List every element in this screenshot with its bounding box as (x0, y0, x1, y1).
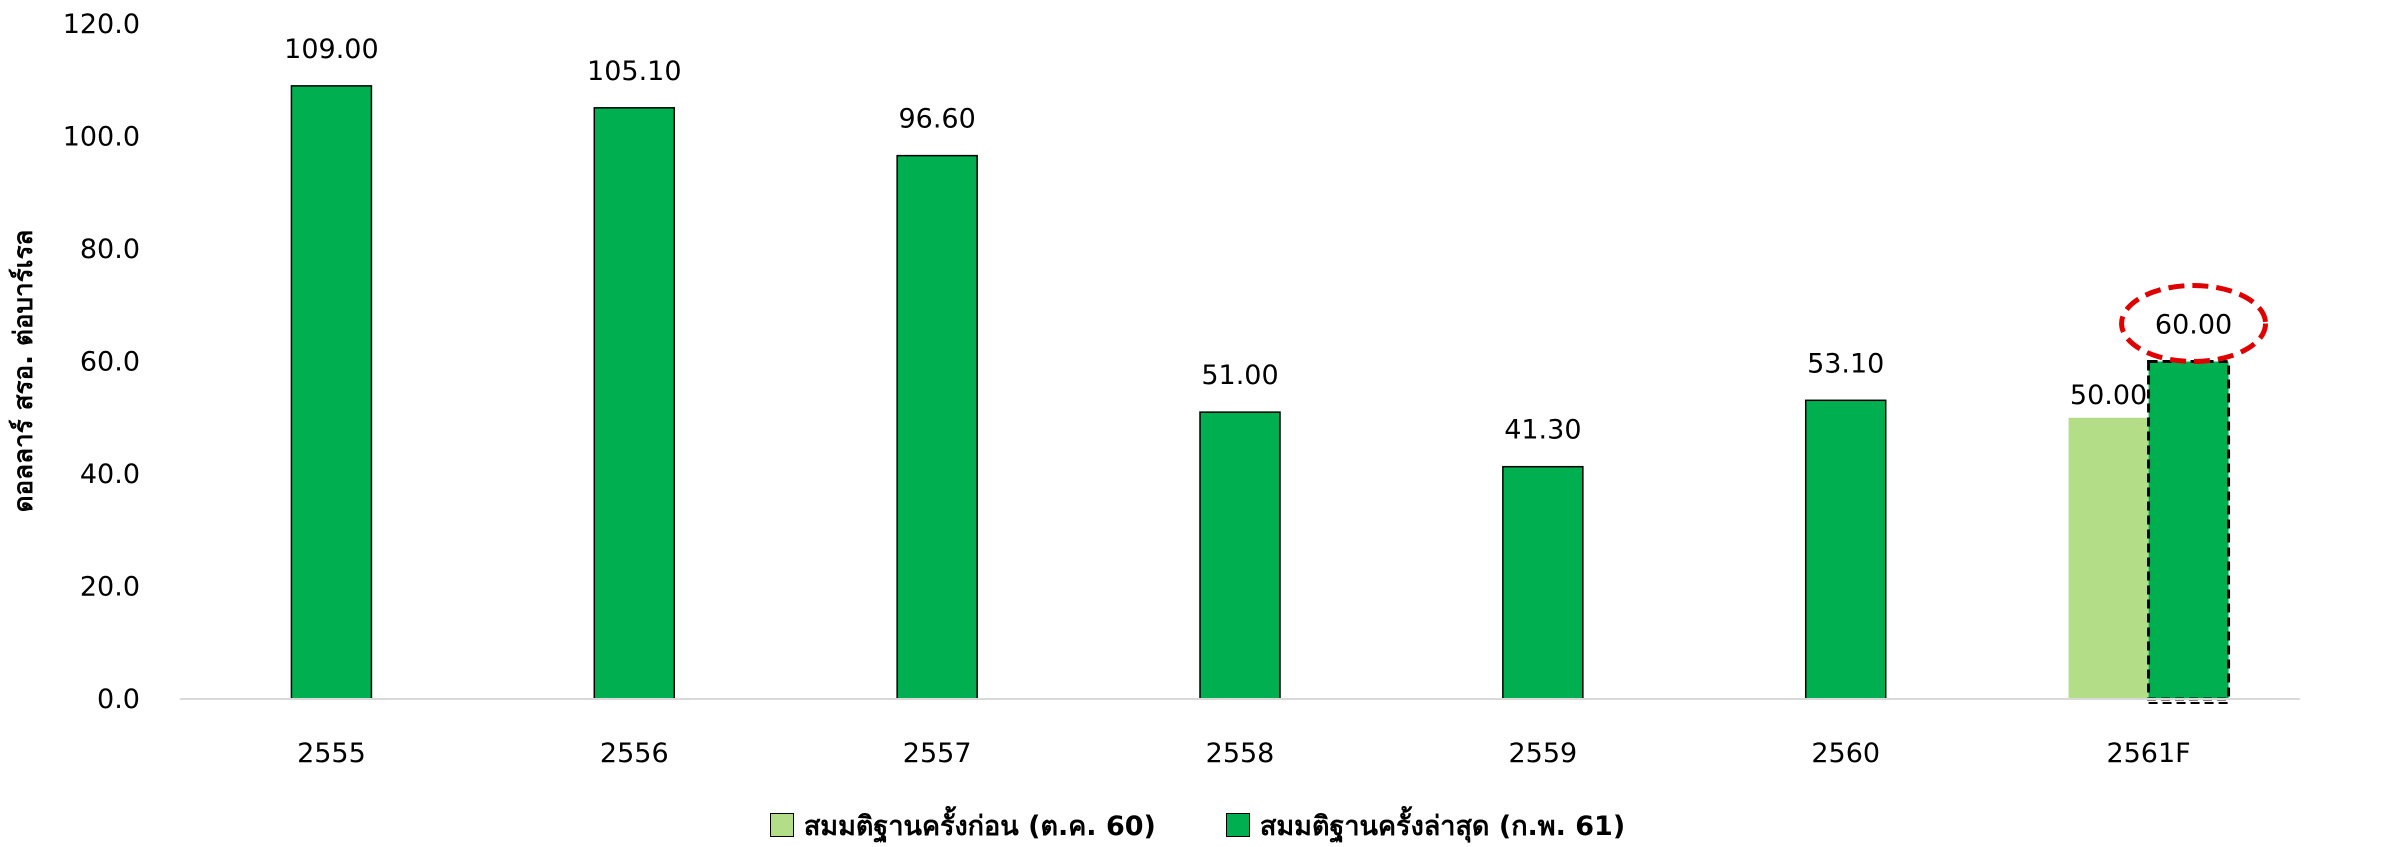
x-tick-label: 2561F (2106, 738, 2190, 769)
x-tick-label: 2560 (1811, 738, 1880, 769)
y-tick-label: 100.0 (63, 122, 140, 153)
y-tick-label: 20.0 (80, 572, 140, 603)
x-tick-label: 2555 (297, 738, 366, 769)
y-axis-title: ดอลลาร์ สรอ. ต่อบาร์เรล (8, 230, 39, 513)
bar-previous-2561F (2068, 417, 2149, 699)
bar-latest-2560 (1804, 399, 1887, 700)
legend-label-latest: สมมติฐานครั้งล่าสุด (ก.พ. 61) (1259, 810, 1626, 842)
y-tick-label: 0.0 (97, 684, 140, 715)
data-label-latest: 51.00 (1201, 360, 1278, 391)
y-tick-label: 120.0 (63, 9, 140, 40)
bars: 109.00 105.10 96.60 51.00 41.30 53.10 50.00 60.… (284, 34, 2269, 704)
y-tick-label: 40.0 (80, 459, 140, 490)
data-label-previous: 50.00 (2070, 380, 2147, 411)
data-label-latest: 109.00 (284, 34, 378, 65)
legend-swatch-latest (1225, 813, 1250, 837)
data-label-latest: 60.00 (2155, 310, 2232, 341)
y-tick-label: 60.0 (80, 347, 140, 378)
bar-latest-2557 (896, 154, 978, 700)
bar-latest-2558 (1199, 411, 1281, 700)
x-tick-label: 2557 (903, 738, 972, 769)
x-tick-label: 2556 (600, 738, 669, 769)
highlight-circle (2119, 283, 2269, 364)
data-label-latest: 41.30 (1504, 415, 1581, 446)
legend-swatch-previous (769, 813, 794, 837)
bar-chart: 0.0 20.0 40.0 60.0 80.0 100.0 120.0 109.00 105.… (8, 9, 2300, 769)
x-axis: 2555 2556 2557 2558 2559 2560 2561F (180, 698, 2300, 769)
bar-latest-2555 (290, 85, 373, 700)
y-axis: 0.0 20.0 40.0 60.0 80.0 100.0 120.0 (63, 9, 140, 715)
bar-latest-2556 (593, 107, 676, 700)
y-tick-label: 80.0 (80, 234, 140, 265)
x-tick-label: 2558 (1206, 738, 1275, 769)
data-label-latest: 96.60 (898, 104, 975, 135)
legend-item-previous: สมมติฐานครั้งก่อน (ต.ค. 60) (769, 804, 1156, 847)
legend-item-latest: สมมติฐานครั้งล่าสุด (ก.พ. 61) (1225, 804, 1626, 847)
x-tick-label: 2559 (1508, 738, 1577, 769)
legend: สมมติฐานครั้งก่อน (ต.ค. 60) สมมติฐานครั้… (0, 805, 2395, 845)
bar-latest-2559 (1502, 465, 1584, 700)
data-label-latest: 53.10 (1807, 348, 1884, 379)
legend-label-previous: สมมติฐานครั้งก่อน (ต.ค. 60) (803, 810, 1156, 842)
data-label-latest: 105.10 (587, 56, 681, 87)
bar-latest-2561F (2147, 360, 2231, 701)
